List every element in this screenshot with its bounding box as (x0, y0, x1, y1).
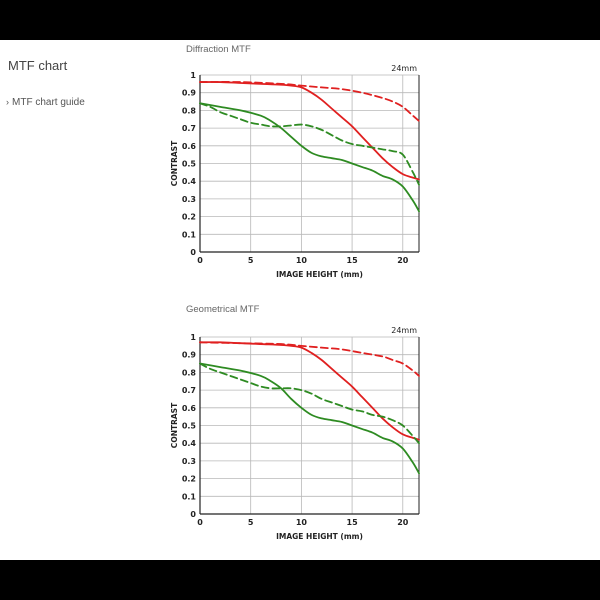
y-tick-label: 0.3 (182, 195, 196, 204)
chart-title-geometrical: Geometrical MTF (186, 304, 260, 315)
y-tick-label: 0.6 (182, 142, 197, 151)
chart-title-diffraction: Diffraction MTF (186, 44, 251, 55)
diffraction-mtf-chart: 00.10.20.30.40.50.60.70.80.910 5 10 15 20IMA… (170, 64, 420, 279)
x-tick-label: 10 (296, 256, 308, 265)
x-tick-label: 5 (248, 256, 254, 265)
y-tick-label: 1 (190, 71, 196, 80)
series-line-green-solid (199, 362, 420, 475)
y-tick-label: 0.4 (182, 439, 197, 448)
y-axis-label: CONTRAST (170, 402, 179, 448)
chevron-right-icon: › (6, 97, 9, 107)
x-tick-label: 0 (197, 256, 203, 265)
mtf-chart-guide-link[interactable]: › MTF chart guide (6, 97, 85, 108)
focal-length-label: 24mm (391, 326, 417, 335)
y-tick-label: 0 (190, 510, 196, 519)
y-tick-label: 0.2 (182, 475, 196, 484)
y-tick-label: 0.7 (182, 386, 196, 395)
x-tick-label: 20 (397, 256, 409, 265)
y-tick-label: 0.1 (182, 230, 197, 239)
page-title: MTF chart (8, 58, 68, 73)
series-line-red-solid (199, 81, 420, 181)
y-tick-label: 0.8 (182, 368, 197, 377)
focal-length-label: 24mm (391, 64, 417, 73)
x-axis-label: IMAGE HEIGHT (mm) (276, 532, 363, 541)
y-tick-label: 0.6 (182, 404, 197, 413)
x-axis-label: IMAGE HEIGHT (mm) (276, 270, 363, 279)
x-tick-label: 15 (347, 256, 359, 265)
series-line-green-dashed (199, 102, 420, 186)
series-line-red-dashed (199, 81, 420, 122)
x-tick-label: 20 (397, 518, 409, 527)
y-tick-label: 0.7 (182, 124, 196, 133)
y-tick-label: 0.2 (182, 213, 196, 222)
y-tick-label: 0.9 (182, 89, 197, 98)
grid (199, 336, 419, 515)
x-tick-label: 10 (296, 518, 308, 527)
mtf-chart-guide-label: MTF chart guide (12, 97, 85, 108)
series-line-green-solid (199, 102, 420, 213)
y-tick-label: 0.5 (182, 422, 197, 431)
series-line-green-dashed (199, 362, 420, 445)
y-tick-label: 0.8 (182, 106, 197, 115)
page-content: MTF chart › MTF chart guide Diffraction M… (0, 40, 600, 560)
series-line-red-dashed (199, 341, 420, 377)
y-tick-label: 0 (190, 248, 196, 257)
y-tick-label: 0.5 (182, 160, 197, 169)
y-tick-label: 0.4 (182, 177, 197, 186)
x-tick-label: 15 (347, 518, 359, 527)
x-tick-label: 0 (197, 518, 203, 527)
y-tick-label: 0.9 (182, 351, 197, 360)
y-axis-label: CONTRAST (170, 140, 179, 186)
x-tick-label: 5 (248, 518, 254, 527)
y-tick-label: 1 (190, 333, 196, 342)
geometrical-mtf-chart: 00.10.20.30.40.50.60.70.80.910 5 10 15 20IMA… (170, 326, 420, 541)
y-tick-label: 0.3 (182, 457, 196, 466)
y-tick-label: 0.1 (182, 492, 197, 501)
